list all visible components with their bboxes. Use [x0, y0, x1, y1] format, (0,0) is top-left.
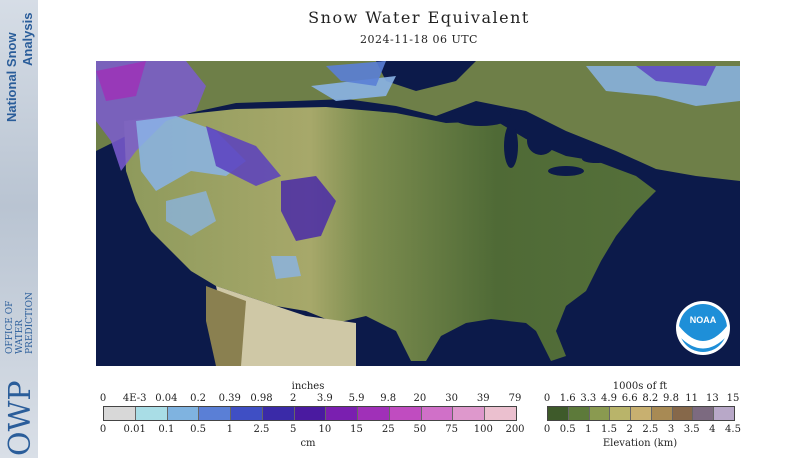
noaa-logo: NOAA — [676, 301, 730, 355]
elevation_legend-swatch — [548, 407, 569, 420]
canada-land — [96, 61, 740, 181]
mexico-land — [216, 286, 356, 366]
swe_legend-swatch — [294, 407, 327, 420]
elevation_legend-swatch — [672, 407, 694, 420]
owp-logo: OWP OFFICE OF WATER PREDICTION — [0, 272, 38, 458]
swe_legend-tick-label: 79 — [508, 393, 522, 404]
swe_legend-tick-label: 30 — [445, 393, 458, 404]
owp-name-3: PREDICTION — [25, 292, 35, 354]
swe_legend-tick-label: 100 — [473, 424, 493, 435]
elevation_legend-tick-label: 13 — [705, 393, 719, 404]
elevation_legend-tick-label: 0 — [543, 393, 551, 404]
swe_legend-swatch — [199, 407, 232, 420]
elevation_legend-swatch — [651, 407, 673, 420]
elevation_legend-swatch — [714, 407, 735, 420]
swe_legend-tick-label: 0.39 — [218, 393, 241, 404]
elevation_legend-tick-label: 3 — [667, 424, 675, 435]
swe_legend-tick-label: 2 — [289, 393, 297, 404]
hudson-bay — [376, 61, 476, 91]
swe_legend-tick-label: 0 — [99, 393, 107, 404]
swe_legend-swatch — [262, 407, 295, 420]
swe_legend-tick-label: 0.04 — [155, 393, 178, 404]
elevation_legend-tick-label: 1.6 — [559, 393, 576, 404]
nohrsc-line-2: Analysis — [20, 13, 35, 66]
elevation_legend-tick-label: 1 — [585, 424, 592, 435]
swe_legend-tick-label: 2.5 — [253, 424, 270, 435]
elevation_legend-tick-label: 4.9 — [601, 393, 617, 404]
elevation_legend-swatch — [568, 407, 590, 420]
swe_legend-tick-label: 0.01 — [123, 424, 146, 435]
elevation_legend-tick-label: 3.3 — [580, 393, 597, 404]
owp-initials: OWP — [3, 380, 38, 456]
elevation_legend-tick-label: 3.5 — [683, 424, 700, 435]
swe_legend-tick-label: 50 — [413, 424, 427, 435]
elevation-color-bar — [547, 406, 735, 421]
swe_legend-swatch — [167, 407, 200, 420]
swe_legend-swatch — [358, 407, 390, 420]
swe_legend-swatch — [326, 407, 359, 420]
elevation_legend-tick-label: 2 — [626, 424, 633, 435]
map-title: Snow Water Equivalent — [308, 8, 530, 27]
swe_legend-tick-label: 5 — [289, 424, 297, 435]
owp-name-1: OFFICE OF — [5, 301, 15, 354]
swe_legend-swatch — [231, 407, 263, 420]
elevation_legend-swatch — [631, 407, 652, 420]
swe_legend-tick-label: 10 — [318, 424, 332, 435]
swe_legend-swatch — [104, 407, 136, 420]
elevation_legend-tick-label: 0 — [543, 424, 551, 435]
nohrsc-line-1: National Snow — [4, 32, 19, 122]
elevation_legend-tick-label: 6.6 — [621, 393, 638, 404]
elevation_legend-tick-label: 8.2 — [642, 393, 659, 404]
swe_legend-tick-label: 0 — [99, 424, 107, 435]
swe_legend-tick-label: 5.9 — [348, 393, 365, 404]
swe_legend-swatch — [135, 407, 168, 420]
elevation_legend-tick-label: 4 — [709, 424, 716, 435]
swe_legend-tick-label: 39 — [476, 393, 490, 404]
swe_legend-tick-label: 25 — [381, 424, 395, 435]
elevation_legend-swatch — [589, 407, 611, 420]
map-timestamp: 2024-11-18 06 UTC — [360, 33, 478, 46]
swe_legend-tick-label: 0.1 — [158, 424, 175, 435]
mexico-land-terrain — [206, 286, 246, 366]
elevation_legend-tick-label: 15 — [726, 393, 740, 404]
snow-cover — [96, 61, 740, 279]
swe_legend-swatch — [485, 407, 516, 420]
noaa-logo-text: NOAA — [690, 315, 717, 325]
swe-color-bar — [103, 406, 517, 421]
snow-water-equivalent-map: NOAA — [96, 61, 740, 366]
elevation_legend-tick-label: 4.5 — [725, 424, 741, 435]
elevation_legend-tick-label: 2.5 — [642, 424, 659, 435]
swe_legend-tick-label: 1 — [226, 424, 233, 435]
elevation_legend-tick-label: 9.8 — [663, 393, 679, 404]
owp-name-2: WATER — [15, 320, 25, 354]
elevation-legend-top-unit: 1000s of ft — [612, 381, 668, 392]
elevation-legend-bottom-unit: Elevation (km) — [602, 438, 678, 449]
swe_legend-swatch — [421, 407, 454, 420]
elevation_legend-swatch — [610, 407, 632, 420]
swe_legend-tick-label: 200 — [505, 424, 525, 435]
elevation_legend-tick-label: 0.5 — [559, 424, 576, 435]
swe_legend-tick-label: 0.2 — [190, 393, 207, 404]
swe_legend-tick-label: 0.5 — [190, 424, 207, 435]
nohrsc-title: National Snow Analysis — [2, 4, 36, 124]
elevation_legend-tick-label: 11 — [685, 393, 699, 404]
swe-legend-top-unit: inches — [291, 381, 325, 392]
swe_legend-tick-label: 0.98 — [250, 393, 273, 404]
swe_legend-tick-label: 9.8 — [380, 393, 397, 404]
sidebar-banner: National Snow Analysis OWP OFFICE OF WAT… — [0, 0, 38, 458]
swe_legend-tick-label: 4E-3 — [122, 393, 147, 404]
elevation_legend-tick-label: 1.5 — [601, 424, 617, 435]
elevation_legend-swatch — [693, 407, 715, 420]
swe_legend-swatch — [453, 407, 486, 420]
great-lakes — [451, 106, 610, 176]
swe_legend-tick-label: 15 — [350, 424, 363, 435]
swe_legend-tick-label: 75 — [445, 424, 458, 435]
swe_legend-tick-label: 3.9 — [316, 393, 333, 404]
swe_legend-swatch — [389, 407, 422, 420]
swe_legend-tick-label: 20 — [413, 393, 427, 404]
swe-legend-bottom-unit: cm — [300, 438, 316, 449]
